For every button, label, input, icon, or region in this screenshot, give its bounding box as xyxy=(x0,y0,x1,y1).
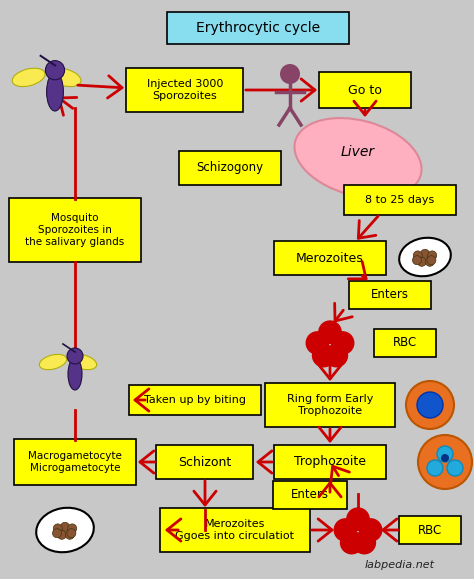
FancyBboxPatch shape xyxy=(399,516,461,544)
Ellipse shape xyxy=(48,68,81,87)
Circle shape xyxy=(67,348,83,364)
Circle shape xyxy=(428,251,437,260)
Circle shape xyxy=(312,345,335,367)
Text: Liver: Liver xyxy=(341,145,375,159)
Text: Mosquito
Sporozoites in
the salivary glands: Mosquito Sporozoites in the salivary gla… xyxy=(26,214,125,247)
FancyBboxPatch shape xyxy=(9,198,141,262)
Circle shape xyxy=(46,61,64,80)
Circle shape xyxy=(413,251,422,260)
Circle shape xyxy=(68,524,77,533)
FancyBboxPatch shape xyxy=(344,185,456,215)
Text: 8 to 25 days: 8 to 25 days xyxy=(365,195,435,205)
Circle shape xyxy=(53,524,62,533)
Circle shape xyxy=(57,530,66,539)
Circle shape xyxy=(53,529,62,538)
Circle shape xyxy=(306,332,328,354)
Text: Erythrocytic cycle: Erythrocytic cycle xyxy=(196,21,320,35)
FancyBboxPatch shape xyxy=(179,151,281,185)
Circle shape xyxy=(412,256,421,265)
FancyBboxPatch shape xyxy=(265,383,395,427)
FancyBboxPatch shape xyxy=(129,385,261,415)
Ellipse shape xyxy=(46,72,64,111)
Text: Taken up by biting: Taken up by biting xyxy=(144,395,246,405)
Circle shape xyxy=(420,250,429,258)
Circle shape xyxy=(319,321,341,343)
Circle shape xyxy=(61,522,70,532)
Text: Ring form Early
Trophozoite: Ring form Early Trophozoite xyxy=(287,394,373,416)
FancyBboxPatch shape xyxy=(349,281,431,309)
Text: Go to: Go to xyxy=(348,83,382,97)
Ellipse shape xyxy=(39,354,67,369)
Text: Trophozoite: Trophozoite xyxy=(294,456,366,468)
Circle shape xyxy=(325,345,347,367)
Circle shape xyxy=(67,529,76,538)
Circle shape xyxy=(280,64,300,84)
Text: Schizogony: Schizogony xyxy=(196,162,264,174)
FancyBboxPatch shape xyxy=(273,481,347,509)
Circle shape xyxy=(334,519,356,541)
Ellipse shape xyxy=(12,68,45,87)
Circle shape xyxy=(447,460,463,476)
Circle shape xyxy=(441,454,449,462)
Circle shape xyxy=(406,381,454,429)
Text: labpedia.net: labpedia.net xyxy=(365,560,435,570)
Circle shape xyxy=(427,460,443,476)
FancyBboxPatch shape xyxy=(160,508,310,552)
Text: Schizont: Schizont xyxy=(178,456,232,468)
Circle shape xyxy=(331,332,354,354)
Ellipse shape xyxy=(68,358,82,390)
Text: RBC: RBC xyxy=(393,336,417,350)
Text: Merozoites: Merozoites xyxy=(296,251,364,265)
FancyBboxPatch shape xyxy=(319,72,411,108)
FancyBboxPatch shape xyxy=(14,439,136,485)
FancyBboxPatch shape xyxy=(374,329,436,357)
Circle shape xyxy=(353,532,375,554)
Ellipse shape xyxy=(294,118,421,198)
Text: Macrogametocyte
Microgametocyte: Macrogametocyte Microgametocyte xyxy=(28,451,122,473)
Circle shape xyxy=(359,519,382,541)
Circle shape xyxy=(417,257,426,266)
FancyBboxPatch shape xyxy=(274,445,386,479)
Circle shape xyxy=(418,435,472,489)
Text: Enters: Enters xyxy=(291,489,329,501)
Circle shape xyxy=(427,256,436,265)
Text: Injected 3000
Sporozoites: Injected 3000 Sporozoites xyxy=(147,79,223,101)
Circle shape xyxy=(437,446,453,462)
Text: Enters: Enters xyxy=(371,288,409,302)
Circle shape xyxy=(65,530,74,539)
Text: Merozoites
Ggoes into circulatiot: Merozoites Ggoes into circulatiot xyxy=(175,519,294,541)
Text: RBC: RBC xyxy=(418,523,442,537)
FancyBboxPatch shape xyxy=(167,12,349,44)
Circle shape xyxy=(417,392,443,418)
Circle shape xyxy=(340,532,363,554)
Ellipse shape xyxy=(36,508,94,552)
FancyBboxPatch shape xyxy=(127,68,244,112)
FancyBboxPatch shape xyxy=(156,445,254,479)
Ellipse shape xyxy=(69,354,97,369)
Circle shape xyxy=(425,257,434,266)
FancyBboxPatch shape xyxy=(274,241,386,275)
Ellipse shape xyxy=(399,238,451,276)
Circle shape xyxy=(347,508,369,530)
